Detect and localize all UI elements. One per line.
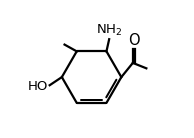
Text: O: O	[128, 33, 140, 48]
Text: NH$_2$: NH$_2$	[96, 23, 122, 38]
Text: HO: HO	[27, 80, 48, 93]
